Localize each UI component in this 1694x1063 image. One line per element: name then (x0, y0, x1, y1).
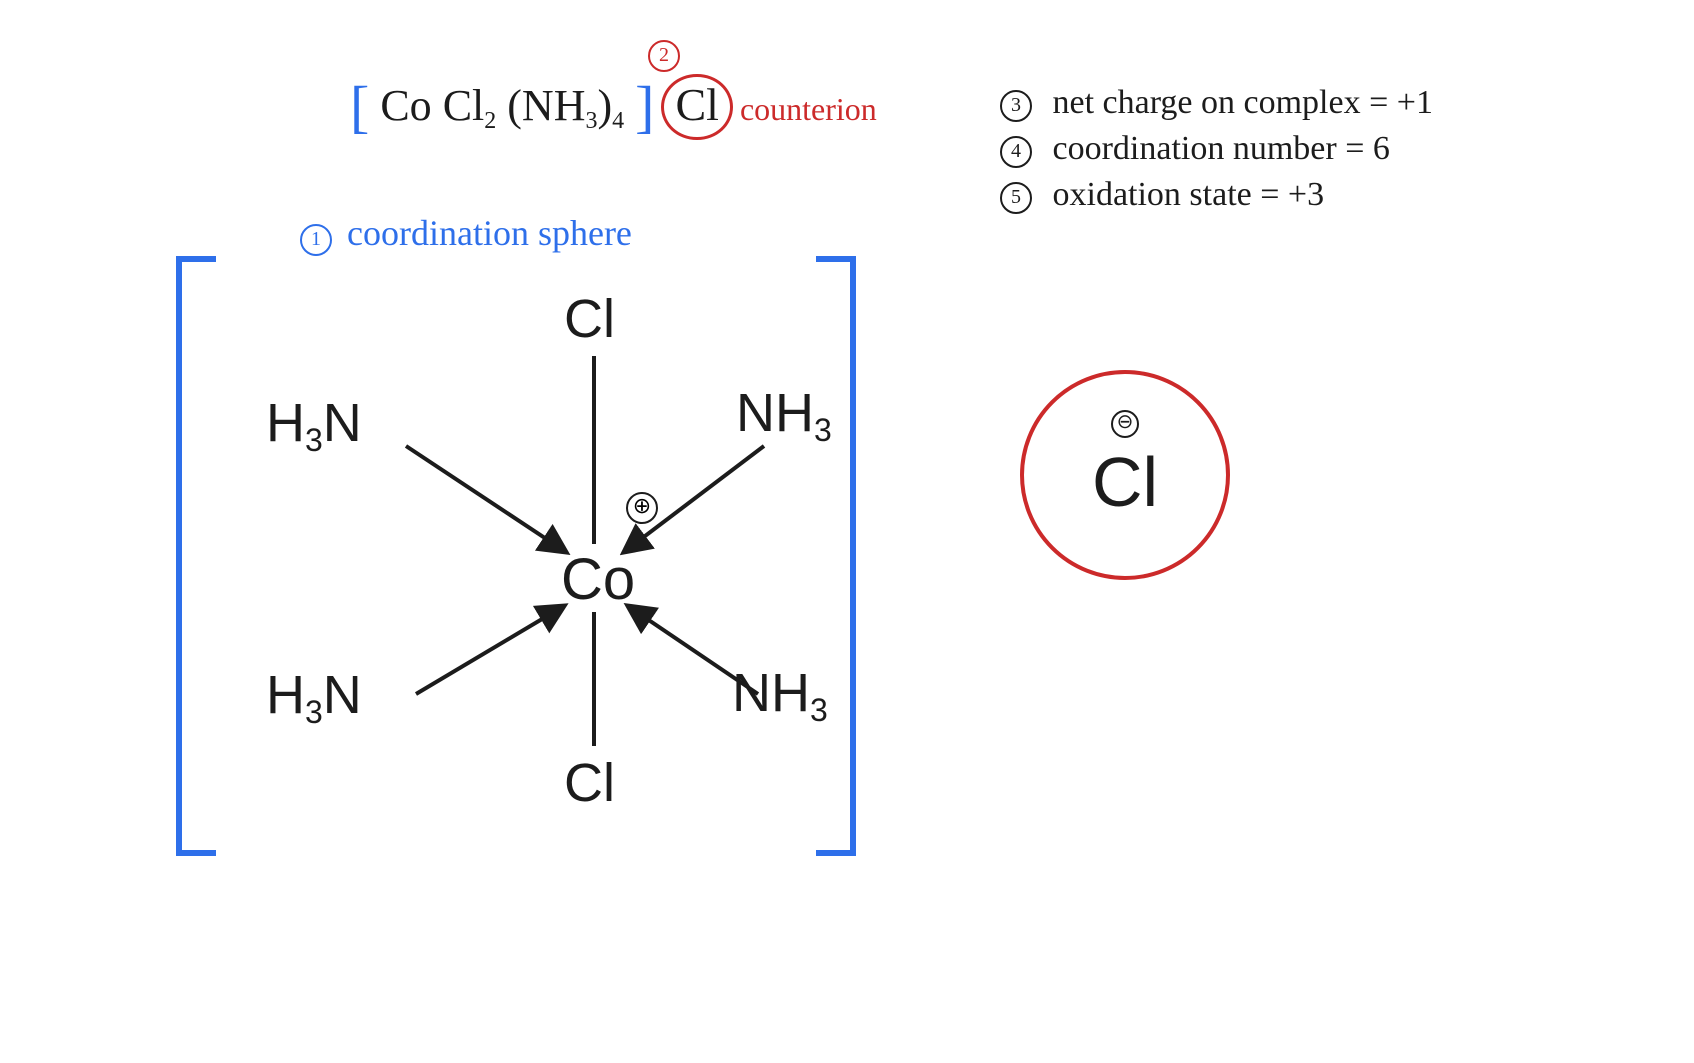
formula-bracket-open: [ (350, 74, 369, 139)
formula-counterion-circled: Cl (665, 80, 728, 130)
formula-metal: Co (380, 81, 431, 130)
formula-lig2-sub: 3 (585, 108, 597, 134)
center-plus-icon: ⊕ (626, 492, 658, 524)
formula-lig1-sub: 2 (484, 108, 496, 134)
ligand-ur-N: NH (736, 383, 814, 443)
ligand-lr-N: NH (732, 663, 810, 723)
formula-bracket-close: ] (635, 74, 654, 139)
counterion-neg-icon: ⊖ (1020, 410, 1230, 438)
note-5-text: oxidation state = +3 (1053, 176, 1325, 213)
ligand-top: Cl (564, 288, 615, 350)
note-5: 5 oxidation state = +3 (1000, 176, 1433, 214)
badge-2: 2 (648, 40, 680, 72)
ligand-ll-N: N (323, 665, 362, 725)
formula-lig2-open: ( (507, 81, 522, 130)
ligand-ul-H: H (266, 393, 305, 453)
ligand-lr-sub: 3 (810, 692, 828, 728)
note-4: 4 coordination number = 6 (1000, 130, 1433, 168)
ligand-ur: NH3 (736, 382, 832, 449)
ligand-lr: NH3 (732, 662, 828, 729)
badge-5: 5 (1000, 182, 1032, 214)
formula-lig1: Cl (443, 81, 485, 130)
ligand-ll-sub: 3 (305, 694, 323, 730)
center-atom: Co (561, 546, 635, 613)
ligand-ul: H3N (266, 392, 362, 459)
coordination-diagram: Co ⊕ Cl Cl H3N NH3 H3N NH3 (176, 256, 856, 856)
bond-ul (406, 446, 566, 552)
bond-svg (176, 256, 856, 856)
badge-1: 1 (300, 224, 332, 256)
notes-block: 3 net charge on complex = +1 4 coordinat… (1000, 76, 1433, 222)
formula-lig2-mult: 4 (612, 108, 624, 134)
ligand-ll: H3N (266, 664, 362, 731)
coord-sphere-title: 1 coordination sphere (300, 212, 632, 256)
badge-3: 3 (1000, 90, 1032, 122)
note-3: 3 net charge on complex = +1 (1000, 84, 1433, 122)
counterion-big-label: Cl (1020, 442, 1230, 522)
formula-counterion-text: Cl (675, 79, 718, 130)
ligand-ll-H: H (266, 665, 305, 725)
counterion-neg-symbol: ⊖ (1111, 410, 1139, 438)
ligand-ul-sub: 3 (305, 422, 323, 458)
counterion-big: ⊖ Cl (1020, 370, 1230, 580)
formula-lig2-close: ) (597, 81, 612, 130)
badge-4: 4 (1000, 136, 1032, 168)
counterion-label: counterion (740, 91, 877, 127)
formula-line: [ Co Cl2 (NH3)4 ] Cl counterion (350, 78, 877, 136)
note-3-text: net charge on complex = +1 (1053, 84, 1433, 121)
coord-sphere-label: coordination sphere (347, 213, 632, 253)
formula-lig2: NH (522, 81, 586, 130)
note-4-text: coordination number = 6 (1053, 130, 1390, 167)
ligand-ur-sub: 3 (814, 412, 832, 448)
ligand-ul-N: N (323, 393, 362, 453)
bond-ll (416, 606, 564, 694)
ligand-bottom: Cl (564, 752, 615, 814)
